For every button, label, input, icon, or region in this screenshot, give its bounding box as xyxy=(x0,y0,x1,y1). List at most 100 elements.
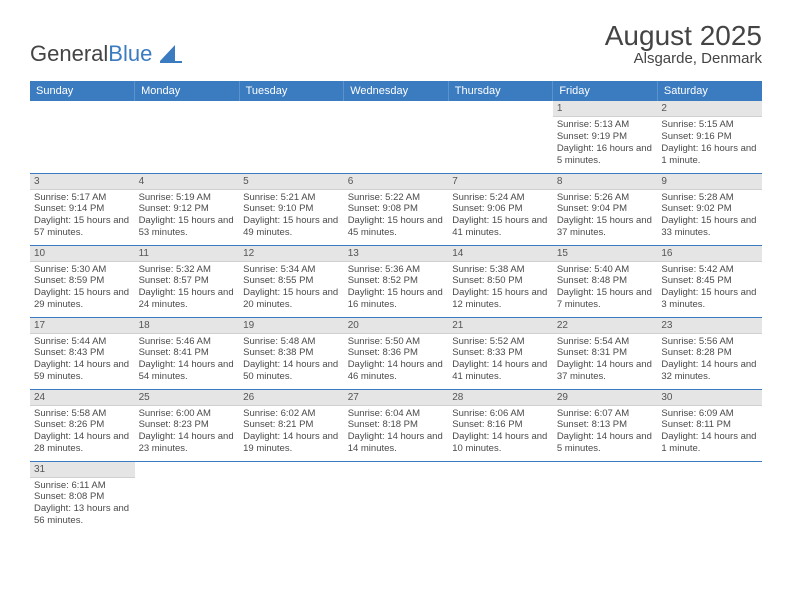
calendar-cell xyxy=(344,101,449,173)
calendar-cell: 19Sunrise: 5:48 AMSunset: 8:38 PMDayligh… xyxy=(239,317,344,389)
calendar-cell: 17Sunrise: 5:44 AMSunset: 8:43 PMDayligh… xyxy=(30,317,135,389)
calendar-cell: 20Sunrise: 5:50 AMSunset: 8:36 PMDayligh… xyxy=(344,317,449,389)
day-details: Sunrise: 5:28 AMSunset: 9:02 PMDaylight:… xyxy=(657,190,762,243)
day-details: Sunrise: 5:44 AMSunset: 8:43 PMDaylight:… xyxy=(30,334,135,387)
day-number: 30 xyxy=(657,390,762,406)
day-details: Sunrise: 6:02 AMSunset: 8:21 PMDaylight:… xyxy=(239,406,344,459)
day-details: Sunrise: 5:22 AMSunset: 9:08 PMDaylight:… xyxy=(344,190,449,243)
day-details: Sunrise: 5:46 AMSunset: 8:41 PMDaylight:… xyxy=(135,334,240,387)
calendar-row: 3Sunrise: 5:17 AMSunset: 9:14 PMDaylight… xyxy=(30,173,762,245)
calendar-cell xyxy=(657,461,762,533)
calendar-cell: 3Sunrise: 5:17 AMSunset: 9:14 PMDaylight… xyxy=(30,173,135,245)
calendar-cell xyxy=(553,461,658,533)
weekday-header: Sunday xyxy=(30,81,135,101)
day-number: 8 xyxy=(553,174,658,190)
day-number: 31 xyxy=(30,462,135,478)
day-details: Sunrise: 5:38 AMSunset: 8:50 PMDaylight:… xyxy=(448,262,553,315)
day-details: Sunrise: 5:19 AMSunset: 9:12 PMDaylight:… xyxy=(135,190,240,243)
day-number: 19 xyxy=(239,318,344,334)
calendar-cell: 26Sunrise: 6:02 AMSunset: 8:21 PMDayligh… xyxy=(239,389,344,461)
calendar-cell: 27Sunrise: 6:04 AMSunset: 8:18 PMDayligh… xyxy=(344,389,449,461)
day-number: 13 xyxy=(344,246,449,262)
day-details: Sunrise: 5:58 AMSunset: 8:26 PMDaylight:… xyxy=(30,406,135,459)
calendar-cell: 24Sunrise: 5:58 AMSunset: 8:26 PMDayligh… xyxy=(30,389,135,461)
calendar-cell xyxy=(344,461,449,533)
day-number: 4 xyxy=(135,174,240,190)
calendar-cell: 7Sunrise: 5:24 AMSunset: 9:06 PMDaylight… xyxy=(448,173,553,245)
day-details: Sunrise: 5:17 AMSunset: 9:14 PMDaylight:… xyxy=(30,190,135,243)
day-number: 23 xyxy=(657,318,762,334)
day-number: 17 xyxy=(30,318,135,334)
calendar-cell: 18Sunrise: 5:46 AMSunset: 8:41 PMDayligh… xyxy=(135,317,240,389)
day-details: Sunrise: 5:40 AMSunset: 8:48 PMDaylight:… xyxy=(553,262,658,315)
calendar-cell: 22Sunrise: 5:54 AMSunset: 8:31 PMDayligh… xyxy=(553,317,658,389)
calendar-cell: 9Sunrise: 5:28 AMSunset: 9:02 PMDaylight… xyxy=(657,173,762,245)
calendar-cell: 10Sunrise: 5:30 AMSunset: 8:59 PMDayligh… xyxy=(30,245,135,317)
calendar-body: 1Sunrise: 5:13 AMSunset: 9:19 PMDaylight… xyxy=(30,101,762,533)
calendar-cell: 2Sunrise: 5:15 AMSunset: 9:16 PMDaylight… xyxy=(657,101,762,173)
day-number: 20 xyxy=(344,318,449,334)
day-details: Sunrise: 5:13 AMSunset: 9:19 PMDaylight:… xyxy=(553,117,658,170)
weekday-header: Tuesday xyxy=(239,81,344,101)
day-details: Sunrise: 6:04 AMSunset: 8:18 PMDaylight:… xyxy=(344,406,449,459)
calendar-table: SundayMondayTuesdayWednesdayThursdayFrid… xyxy=(30,81,762,533)
calendar-cell xyxy=(239,101,344,173)
day-details: Sunrise: 5:26 AMSunset: 9:04 PMDaylight:… xyxy=(553,190,658,243)
day-details: Sunrise: 5:50 AMSunset: 8:36 PMDaylight:… xyxy=(344,334,449,387)
weekday-header: Monday xyxy=(135,81,240,101)
calendar-cell xyxy=(448,461,553,533)
day-number: 25 xyxy=(135,390,240,406)
day-details: Sunrise: 5:34 AMSunset: 8:55 PMDaylight:… xyxy=(239,262,344,315)
day-details: Sunrise: 6:09 AMSunset: 8:11 PMDaylight:… xyxy=(657,406,762,459)
day-details: Sunrise: 5:36 AMSunset: 8:52 PMDaylight:… xyxy=(344,262,449,315)
title-block: August 2025 Alsgarde, Denmark xyxy=(605,20,762,67)
day-details: Sunrise: 5:32 AMSunset: 8:57 PMDaylight:… xyxy=(135,262,240,315)
day-details: Sunrise: 5:24 AMSunset: 9:06 PMDaylight:… xyxy=(448,190,553,243)
day-details: Sunrise: 5:56 AMSunset: 8:28 PMDaylight:… xyxy=(657,334,762,387)
day-number: 3 xyxy=(30,174,135,190)
calendar-cell: 5Sunrise: 5:21 AMSunset: 9:10 PMDaylight… xyxy=(239,173,344,245)
day-details: Sunrise: 6:00 AMSunset: 8:23 PMDaylight:… xyxy=(135,406,240,459)
day-number: 6 xyxy=(344,174,449,190)
location-label: Alsgarde, Denmark xyxy=(605,50,762,67)
day-details: Sunrise: 6:11 AMSunset: 8:08 PMDaylight:… xyxy=(30,478,135,531)
day-number: 28 xyxy=(448,390,553,406)
calendar-cell: 21Sunrise: 5:52 AMSunset: 8:33 PMDayligh… xyxy=(448,317,553,389)
day-number: 7 xyxy=(448,174,553,190)
day-details: Sunrise: 6:07 AMSunset: 8:13 PMDaylight:… xyxy=(553,406,658,459)
calendar-cell xyxy=(135,101,240,173)
day-details: Sunrise: 5:52 AMSunset: 8:33 PMDaylight:… xyxy=(448,334,553,387)
weekday-header: Friday xyxy=(553,81,658,101)
day-details: Sunrise: 5:42 AMSunset: 8:45 PMDaylight:… xyxy=(657,262,762,315)
weekday-header: Thursday xyxy=(448,81,553,101)
calendar-cell: 23Sunrise: 5:56 AMSunset: 8:28 PMDayligh… xyxy=(657,317,762,389)
day-number: 2 xyxy=(657,101,762,117)
day-number: 5 xyxy=(239,174,344,190)
day-number: 1 xyxy=(553,101,658,117)
page-header: GeneralBlue August 2025 Alsgarde, Denmar… xyxy=(0,0,792,75)
day-number: 24 xyxy=(30,390,135,406)
logo-text-1: General xyxy=(30,41,108,67)
day-number: 12 xyxy=(239,246,344,262)
day-details: Sunrise: 5:48 AMSunset: 8:38 PMDaylight:… xyxy=(239,334,344,387)
day-number: 11 xyxy=(135,246,240,262)
calendar-cell: 29Sunrise: 6:07 AMSunset: 8:13 PMDayligh… xyxy=(553,389,658,461)
calendar-cell: 8Sunrise: 5:26 AMSunset: 9:04 PMDaylight… xyxy=(553,173,658,245)
day-number: 15 xyxy=(553,246,658,262)
calendar-cell xyxy=(135,461,240,533)
month-title: August 2025 xyxy=(605,20,762,52)
calendar-cell: 12Sunrise: 5:34 AMSunset: 8:55 PMDayligh… xyxy=(239,245,344,317)
day-number: 16 xyxy=(657,246,762,262)
calendar-cell: 25Sunrise: 6:00 AMSunset: 8:23 PMDayligh… xyxy=(135,389,240,461)
calendar-cell: 15Sunrise: 5:40 AMSunset: 8:48 PMDayligh… xyxy=(553,245,658,317)
calendar-cell xyxy=(448,101,553,173)
weekday-header: Wednesday xyxy=(344,81,449,101)
day-number: 22 xyxy=(553,318,658,334)
calendar-cell: 16Sunrise: 5:42 AMSunset: 8:45 PMDayligh… xyxy=(657,245,762,317)
calendar-row: 10Sunrise: 5:30 AMSunset: 8:59 PMDayligh… xyxy=(30,245,762,317)
calendar-cell: 14Sunrise: 5:38 AMSunset: 8:50 PMDayligh… xyxy=(448,245,553,317)
calendar-cell: 13Sunrise: 5:36 AMSunset: 8:52 PMDayligh… xyxy=(344,245,449,317)
logo-text-2: Blue xyxy=(108,41,152,67)
day-number: 9 xyxy=(657,174,762,190)
day-number: 29 xyxy=(553,390,658,406)
